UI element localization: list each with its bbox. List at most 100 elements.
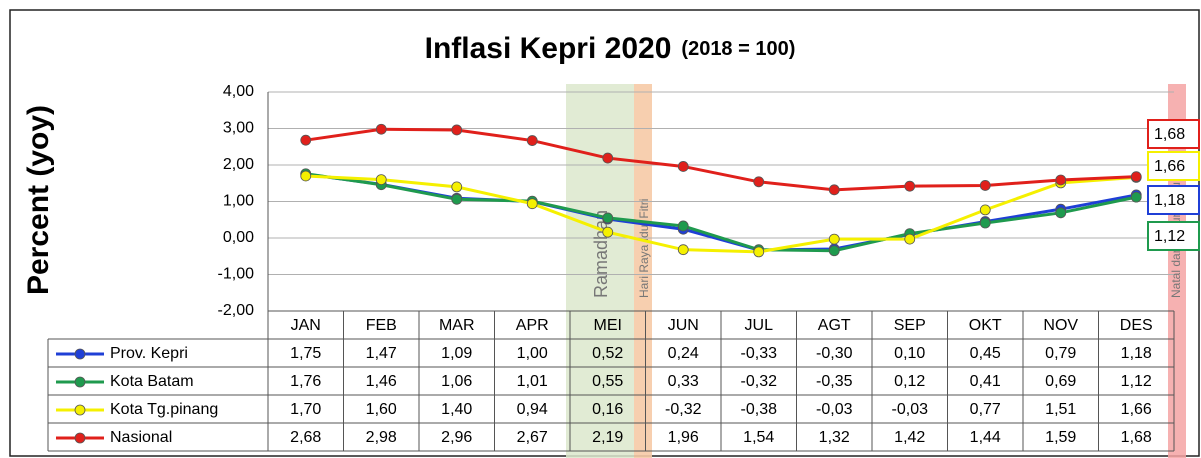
legend-swatch-marker	[74, 376, 86, 388]
y-tick-label: 1,00	[223, 193, 254, 210]
table-value: 0,12	[894, 373, 925, 390]
series-marker	[526, 135, 538, 146]
series-marker	[828, 233, 840, 245]
table-value: 1,96	[668, 429, 699, 446]
table-value: 1,44	[970, 429, 1001, 446]
end-label: 1,68	[1154, 126, 1185, 143]
series-marker	[753, 176, 765, 188]
series-marker	[602, 212, 614, 224]
table-value: 1,01	[517, 373, 548, 390]
y-tick-label: 0,00	[223, 229, 254, 246]
x-tick-label: MEI	[594, 317, 622, 334]
x-tick-label: AGT	[818, 317, 851, 334]
y-axis-label: Percent (yoy)	[22, 105, 55, 295]
idul-fitri-band	[634, 84, 652, 458]
series-marker	[451, 193, 463, 205]
x-tick-label: SEP	[894, 317, 926, 334]
table-value: 2,19	[592, 429, 623, 446]
series-marker	[300, 170, 312, 182]
end-label-box	[1147, 221, 1200, 251]
table-value: 0,33	[668, 373, 699, 390]
series-line	[305, 174, 1137, 254]
table-value: 0,52	[592, 345, 623, 362]
legend-label: Prov. Kepri	[110, 345, 188, 362]
table-value: 1,00	[517, 345, 548, 362]
series-marker	[375, 123, 387, 135]
table-value: 0,79	[1045, 345, 1076, 362]
series-marker	[904, 233, 916, 245]
table-value: 0,24	[668, 345, 699, 362]
series-marker	[979, 217, 991, 229]
end-label: 1,12	[1154, 228, 1185, 245]
table-value: -0,30	[816, 345, 853, 362]
band-annotation: Hari Raya Idul Fitri	[637, 199, 651, 298]
table-value: 1,09	[441, 345, 472, 362]
series-marker	[904, 180, 916, 192]
table-value: 0,41	[970, 373, 1001, 390]
series-line	[305, 127, 1137, 192]
chart-subtitle: (2018 = 100)	[681, 38, 795, 60]
x-tick-label: DES	[1120, 317, 1153, 334]
chart-title: Inflasi Kepri 2020	[425, 32, 672, 65]
table-value: -0,32	[741, 373, 778, 390]
series-marker	[677, 244, 689, 256]
table-value: 1,76	[290, 373, 321, 390]
series-marker	[1130, 171, 1142, 183]
table-value: 1,32	[819, 429, 850, 446]
table-value: 2,98	[366, 429, 397, 446]
legend-swatch-marker	[74, 348, 86, 360]
table-value: 2,68	[290, 429, 321, 446]
table-value: 1,06	[441, 373, 472, 390]
end-label-box	[1147, 185, 1200, 215]
table-value: 0,16	[592, 401, 623, 418]
series-marker	[828, 184, 840, 196]
table-value: 1,68	[1121, 429, 1152, 446]
series-marker	[1130, 191, 1142, 203]
x-tick-label: APR	[516, 317, 549, 334]
y-tick-label: 2,00	[223, 156, 254, 173]
table-value: 1,47	[366, 345, 397, 362]
series-marker	[1055, 207, 1067, 219]
table-value: 1,70	[290, 401, 321, 418]
x-tick-label: MAR	[439, 317, 475, 334]
chart-title-group: Inflasi Kepri 2020 (2018 = 100)	[425, 32, 796, 65]
series-marker	[602, 226, 614, 238]
table-value: -0,38	[741, 401, 778, 418]
end-label-box	[1147, 119, 1200, 149]
legend-swatch-marker	[74, 432, 86, 444]
table-value: 1,12	[1121, 373, 1152, 390]
table-value: 1,42	[894, 429, 925, 446]
table-value: 0,69	[1045, 373, 1076, 390]
table-value: 1,54	[743, 429, 774, 446]
table-value: 1,18	[1121, 345, 1152, 362]
x-tick-label: JAN	[291, 317, 321, 334]
table-value: 1,51	[1045, 401, 1076, 418]
series-marker	[677, 161, 689, 172]
series-marker	[677, 220, 689, 232]
x-tick-label: NOV	[1043, 317, 1078, 334]
series-marker	[979, 204, 991, 216]
table-value: 0,94	[517, 401, 548, 418]
table-value: 0,55	[592, 373, 623, 390]
series-line	[305, 172, 1137, 253]
table-value: -0,33	[741, 345, 778, 362]
y-tick-label: -1,00	[218, 266, 255, 283]
legend-swatch-marker	[74, 404, 86, 416]
table-value: 1,46	[366, 373, 397, 390]
series-marker	[451, 181, 463, 193]
series-marker	[602, 152, 614, 164]
legend-label: Kota Batam	[110, 373, 194, 390]
x-tick-label: JUN	[668, 317, 699, 334]
y-tick-label: 3,00	[223, 120, 254, 137]
table-value: -0,03	[892, 401, 929, 418]
end-label: 1,66	[1154, 158, 1185, 175]
table-value: 0,45	[970, 345, 1001, 362]
series-marker	[375, 174, 387, 186]
end-label-box	[1147, 151, 1200, 181]
table-value: 1,66	[1121, 401, 1152, 418]
end-label: 1,18	[1154, 192, 1185, 209]
y-tick-label: -2,00	[218, 302, 255, 319]
x-tick-label: FEB	[366, 317, 397, 334]
table-value: 1,75	[290, 345, 321, 362]
